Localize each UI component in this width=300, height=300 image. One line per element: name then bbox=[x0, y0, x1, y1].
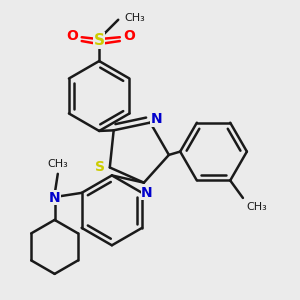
Text: N: N bbox=[141, 186, 153, 200]
Text: CH₃: CH₃ bbox=[124, 13, 145, 23]
Text: S: S bbox=[94, 33, 105, 48]
Text: O: O bbox=[66, 28, 78, 43]
Text: S: S bbox=[95, 160, 105, 175]
Text: N: N bbox=[151, 112, 162, 126]
Text: O: O bbox=[123, 28, 135, 43]
Text: CH₃: CH₃ bbox=[246, 202, 267, 212]
Text: N: N bbox=[49, 191, 60, 205]
Text: CH₃: CH₃ bbox=[47, 159, 68, 169]
